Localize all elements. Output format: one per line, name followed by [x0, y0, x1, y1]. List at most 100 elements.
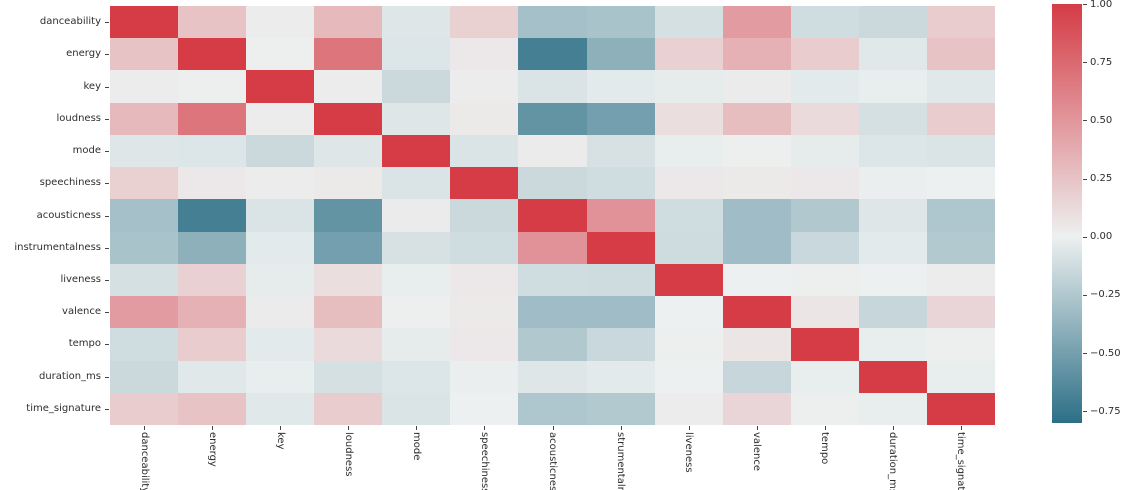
heatmap-cell — [382, 6, 451, 39]
heatmap-cell — [926, 102, 995, 135]
heatmap-cell — [382, 38, 451, 71]
heatmap-cell — [518, 360, 587, 393]
x-tick-label: key — [274, 432, 286, 450]
heatmap-cell — [858, 134, 927, 168]
heatmap-cell — [790, 167, 859, 200]
heatmap-cell — [586, 360, 655, 393]
heatmap-cell — [858, 70, 927, 103]
heatmap-cell — [654, 167, 723, 200]
heatmap-cell — [178, 134, 247, 168]
heatmap-cell — [722, 296, 791, 329]
x-tick-mark — [892, 426, 894, 430]
colorbar-tick-mark — [1083, 411, 1087, 413]
heatmap-cell — [178, 38, 247, 71]
x-tick-mark — [484, 426, 486, 430]
heatmap-cell — [382, 167, 451, 200]
x-tick-label: loudness — [342, 432, 354, 477]
heatmap-cell — [450, 38, 519, 71]
heatmap-cell — [858, 167, 927, 200]
heatmap-cell — [586, 102, 655, 135]
heatmap-cell — [246, 263, 315, 297]
x-tick-label: duration_ms — [887, 432, 899, 490]
colorbar-tick-label: 0.00 — [1090, 231, 1113, 243]
y-tick-label: tempo — [68, 338, 101, 350]
heatmap-cell — [518, 102, 587, 135]
heatmap-cell — [110, 392, 179, 425]
heatmap-cell — [926, 328, 995, 361]
heatmap-cell — [178, 296, 247, 329]
y-tick-label: valence — [62, 306, 101, 318]
heatmap-cell — [926, 167, 995, 200]
x-tick-label: time_signature — [955, 432, 967, 490]
y-tick-mark — [105, 344, 109, 346]
heatmap-cell — [722, 38, 791, 71]
heatmap-cell — [246, 392, 315, 425]
x-tick-mark — [756, 426, 758, 430]
heatmap-cell — [450, 134, 519, 168]
y-tick-mark — [105, 86, 109, 88]
heatmap-cell — [450, 392, 519, 425]
x-tick-label: valence — [751, 432, 763, 471]
heatmap-cell — [450, 360, 519, 393]
heatmap-cell — [790, 6, 859, 39]
heatmap-cell — [790, 263, 859, 297]
heatmap-cell — [722, 134, 791, 168]
heatmap-cell — [246, 199, 315, 232]
heatmap-cell — [586, 134, 655, 168]
heatmap-cell — [382, 296, 451, 329]
heatmap-cell — [926, 296, 995, 329]
y-tick-mark — [105, 151, 109, 153]
y-tick-mark — [105, 247, 109, 249]
heatmap-cell — [926, 392, 995, 425]
colorbar-tick-label: 0.25 — [1090, 173, 1113, 185]
heatmap-cell — [382, 360, 451, 393]
heatmap-cell — [110, 199, 179, 232]
y-tick-label: mode — [72, 145, 101, 157]
x-tick-mark — [144, 426, 146, 430]
colorbar-tick-label: 0.50 — [1090, 114, 1113, 126]
heatmap-cell — [858, 38, 927, 71]
heatmap-cell — [246, 134, 315, 168]
heatmap-cell — [178, 328, 247, 361]
heatmap-cell — [790, 296, 859, 329]
heatmap-cell — [722, 102, 791, 135]
heatmap-cell — [246, 6, 315, 39]
heatmap-cell — [654, 392, 723, 425]
heatmap-cell — [314, 70, 383, 103]
heatmap-cell — [110, 70, 179, 103]
heatmap-cell — [518, 167, 587, 200]
heatmap-cell — [110, 231, 179, 264]
y-tick-label: speechiness — [39, 177, 101, 189]
heatmap-cell — [926, 38, 995, 71]
heatmap-cell — [314, 6, 383, 39]
heatmap-cell — [314, 199, 383, 232]
heatmap-cell — [858, 392, 927, 425]
heatmap-cell — [450, 6, 519, 39]
heatmap-cell — [926, 70, 995, 103]
heatmap-cell — [314, 263, 383, 297]
x-tick-mark — [824, 426, 826, 430]
heatmap-cell — [722, 199, 791, 232]
heatmap-cell — [722, 263, 791, 297]
heatmap-cell — [654, 263, 723, 297]
heatmap-cell — [246, 296, 315, 329]
heatmap-cell — [178, 392, 247, 425]
heatmap-cell — [382, 70, 451, 103]
y-tick-label: liveness — [60, 273, 101, 285]
heatmap-cell — [586, 231, 655, 264]
heatmap-cell — [110, 360, 179, 393]
heatmap-cell — [246, 328, 315, 361]
y-tick-mark — [105, 183, 109, 185]
x-tick-label: mode — [410, 432, 422, 461]
heatmap-cell — [110, 263, 179, 297]
colorbar-tick-mark — [1083, 353, 1087, 355]
heatmap-cell — [518, 70, 587, 103]
x-tick-mark — [960, 426, 962, 430]
heatmap-cell — [518, 199, 587, 232]
heatmap-cell — [450, 263, 519, 297]
y-tick-label: loudness — [56, 112, 102, 124]
heatmap-cell — [110, 38, 179, 71]
heatmap-cell — [382, 392, 451, 425]
heatmap-cell — [518, 134, 587, 168]
heatmap-cell — [654, 38, 723, 71]
